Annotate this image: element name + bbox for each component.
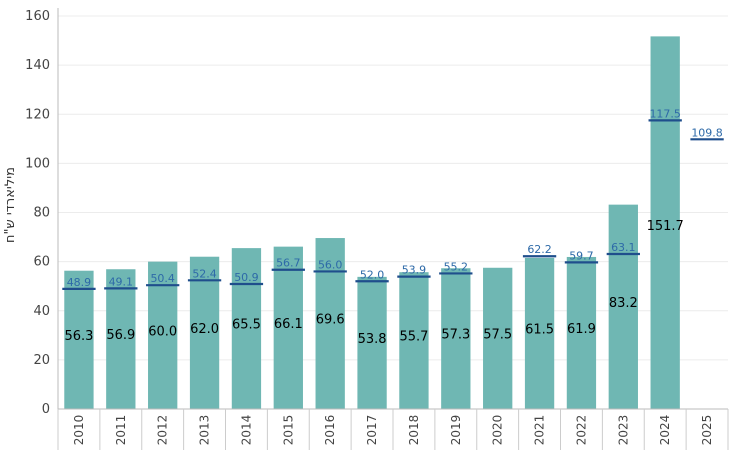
- y-axis: 0 20 40 60 80 100 120 140 160: [25, 8, 59, 417]
- bar: [524, 257, 555, 409]
- bar: [608, 204, 638, 409]
- marker-data-label: 63.1: [611, 241, 636, 254]
- y-tick-label: 80: [33, 206, 50, 221]
- x-tick-label: 2011: [114, 415, 128, 446]
- bar: [106, 269, 136, 409]
- bar: [399, 272, 429, 409]
- x-tick-label: 2015: [281, 415, 295, 446]
- x-tick-label: 2016: [323, 415, 337, 446]
- x-axis: 2010 2011 2012 2013 2014 2015 2016 2017 2018 2019…: [57, 408, 729, 450]
- bar: [566, 256, 597, 409]
- bar-data-label: 62.0: [190, 322, 219, 337]
- bar: [441, 268, 471, 409]
- bar-data-label: 53.8: [358, 332, 387, 347]
- y-tick-label: 100: [25, 156, 50, 171]
- marker-data-label: 56.0: [318, 258, 343, 271]
- x-tick-label: 2021: [533, 415, 547, 446]
- x-tick-label: 2025: [700, 415, 714, 446]
- y-tick-label: 140: [25, 58, 50, 73]
- bar-data-label: 66.1: [274, 317, 303, 332]
- bar-data-label: 57.3: [441, 328, 470, 343]
- x-tick-label: 2020: [491, 415, 505, 446]
- marker-data-label: 55.2: [444, 260, 469, 273]
- x-tick-label: 2024: [658, 415, 672, 446]
- bar: [483, 267, 513, 409]
- bar-data-label: 61.5: [525, 322, 554, 337]
- markers: 48.9 49.1 50.4 52.4 50.9 56.7 56.0 52.0 53.9 55.2…: [62, 107, 724, 290]
- marker-data-label: 117.5: [649, 107, 681, 120]
- marker-data-label: 59.7: [569, 249, 594, 262]
- marker-data-label: 49.1: [109, 275, 134, 288]
- bar-data-label: 56.3: [64, 329, 93, 344]
- marker-data-label: 56.7: [276, 257, 301, 270]
- y-tick-label: 60: [33, 255, 50, 270]
- bar: [64, 270, 94, 409]
- marker-data-label: 52.4: [192, 267, 217, 280]
- x-tick-label: 2012: [156, 415, 170, 446]
- x-tick-label: 2018: [407, 415, 421, 446]
- bar-data-label: 56.9: [106, 328, 135, 343]
- y-tick-label: 0: [42, 402, 50, 417]
- bar-data-label: 61.9: [567, 322, 596, 337]
- bar: [650, 36, 680, 410]
- bar-data-label: 151.7: [647, 219, 684, 234]
- bar-data-label: 65.5: [232, 318, 261, 333]
- x-tick-label: 2023: [616, 415, 630, 446]
- y-tick-label: 40: [33, 304, 50, 319]
- bar: [231, 248, 262, 409]
- y-tick-label: 160: [25, 9, 50, 24]
- bar-data-label: 55.7: [399, 330, 428, 345]
- y-tick-label: 20: [33, 353, 50, 368]
- marker-data-label: 48.9: [67, 276, 92, 289]
- x-tick-label: 2013: [198, 415, 212, 446]
- x-tick-label: 2014: [239, 415, 253, 446]
- marker-data-label: 52.0: [360, 268, 385, 281]
- bar: [315, 238, 345, 409]
- bar: [189, 256, 220, 409]
- marker-data-label: 109.8: [691, 126, 723, 139]
- bars: 56.3 56.9 60.0 62.0 65.5 66.1 69.6 53.8 55.7 57.3…: [64, 36, 684, 410]
- bar-data-label: 69.6: [316, 313, 345, 328]
- marker-data-label: 62.2: [527, 243, 552, 256]
- x-tick-label: 2017: [365, 415, 379, 446]
- y-axis-label: מיליארדי ש"ח: [3, 167, 18, 243]
- marker-data-label: 50.4: [150, 272, 175, 285]
- x-tick-label: 2019: [449, 415, 463, 446]
- x-tick-label: 2010: [72, 415, 86, 446]
- bar-data-label: 57.5: [483, 327, 512, 342]
- bar-data-label: 83.2: [609, 296, 638, 311]
- bar: [273, 246, 303, 409]
- marker-data-label: 53.9: [402, 264, 427, 277]
- bar-data-label: 60.0: [148, 324, 177, 339]
- marker-data-label: 50.9: [234, 271, 259, 284]
- bar: [357, 276, 387, 409]
- x-tick-label: 2022: [574, 415, 588, 446]
- y-tick-label: 120: [25, 107, 50, 122]
